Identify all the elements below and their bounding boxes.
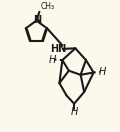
Text: H: H <box>98 67 106 77</box>
Text: N: N <box>33 15 41 25</box>
Text: H: H <box>48 55 56 65</box>
Text: H: H <box>70 107 78 117</box>
Text: CH₃: CH₃ <box>40 2 54 11</box>
Text: HN: HN <box>50 44 66 55</box>
